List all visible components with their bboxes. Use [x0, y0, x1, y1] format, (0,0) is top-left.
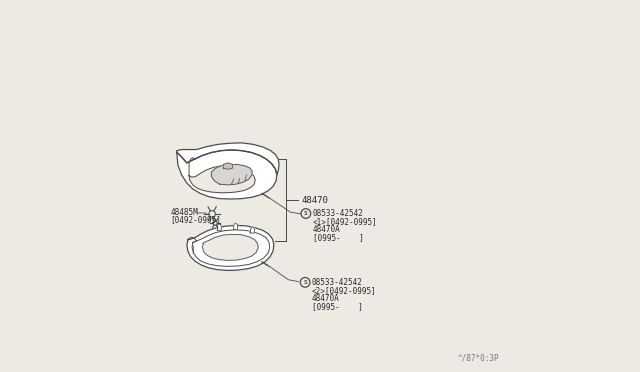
Polygon shape	[234, 223, 237, 230]
Text: [0995-    ]: [0995- ]	[312, 302, 363, 311]
Text: 48470: 48470	[301, 196, 328, 205]
Text: <2>[0492-0995]: <2>[0492-0995]	[312, 286, 376, 295]
Text: <1>[0492-0995]: <1>[0492-0995]	[312, 217, 378, 226]
Text: S: S	[303, 280, 307, 285]
Text: [0492-0995]: [0492-0995]	[170, 215, 221, 224]
Polygon shape	[211, 164, 252, 185]
Polygon shape	[187, 225, 274, 270]
Polygon shape	[177, 143, 279, 175]
Polygon shape	[250, 227, 255, 233]
Polygon shape	[223, 163, 232, 169]
Text: S: S	[304, 211, 308, 216]
Polygon shape	[189, 166, 255, 193]
Text: 48470A: 48470A	[312, 294, 340, 303]
Text: 48470A: 48470A	[312, 225, 340, 234]
Polygon shape	[218, 224, 221, 230]
Text: 08533-42542: 08533-42542	[312, 278, 363, 287]
Polygon shape	[202, 234, 259, 260]
Text: [0995-    ]: [0995- ]	[312, 234, 364, 243]
Text: ^/87*0:3P: ^/87*0:3P	[458, 354, 499, 363]
Polygon shape	[177, 150, 277, 199]
Text: 08533-42542: 08533-42542	[312, 209, 364, 218]
Text: 48485M: 48485M	[170, 208, 198, 217]
